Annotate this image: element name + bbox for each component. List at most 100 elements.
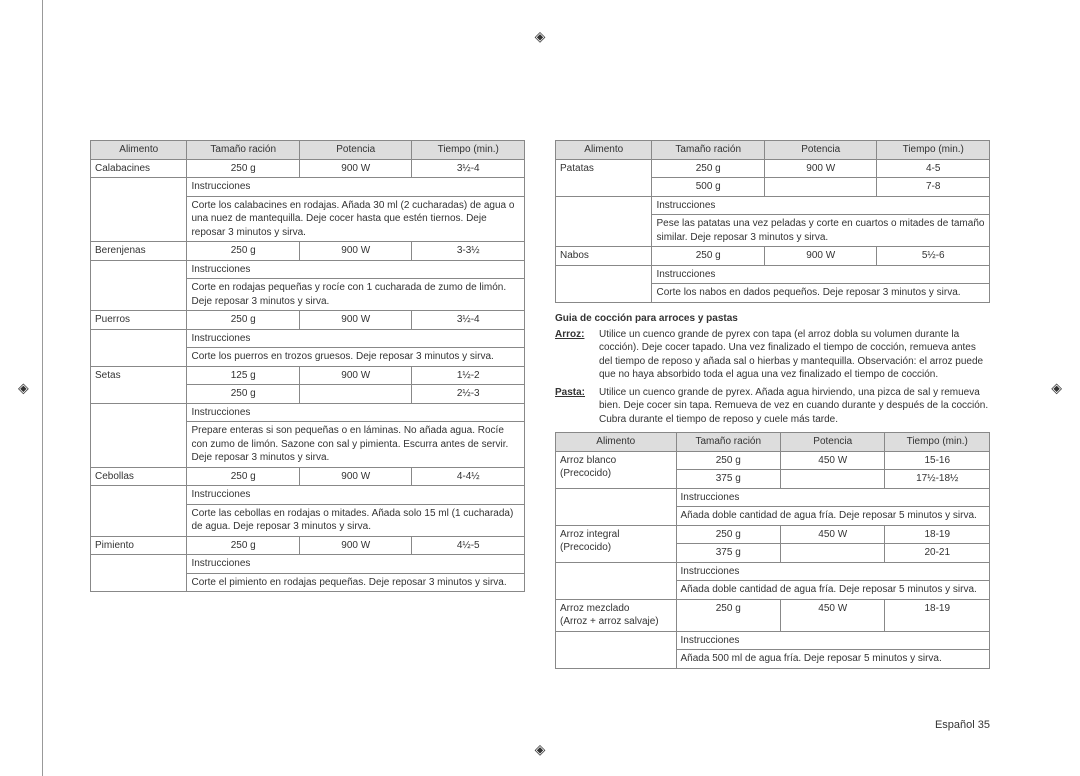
instructions-text: Corte en rodajas pequeñas y rocíe con 1 … — [187, 279, 525, 311]
food-name: Puerros — [91, 311, 187, 330]
instructions-text: Prepare enteras si son pequeñas o en lám… — [187, 422, 525, 468]
right-column: AlimentoTamaño raciónPotenciaTiempo (min… — [555, 140, 990, 669]
power-level: 450 W — [781, 599, 885, 631]
food-name: Arroz integral(Precocido) — [556, 525, 677, 562]
food-name: Berenjenas — [91, 242, 187, 261]
food-name: Calabacines — [91, 159, 187, 178]
guide-arroz-text: Utilice un cuenco grande de pyrex con ta… — [599, 328, 990, 382]
food-blank — [556, 196, 652, 247]
col-header-serving: Tamaño ración — [652, 141, 765, 160]
serving-size: 250 g — [187, 385, 300, 404]
guide-pasta-text: Utilice un cuenco grande de pyrex. Añada… — [599, 386, 990, 427]
food-name: Setas — [91, 366, 187, 403]
instructions-label: Instrucciones — [652, 265, 990, 284]
food-name: Arroz mezclado(Arroz + arroz salvaje) — [556, 599, 677, 631]
food-blank — [556, 488, 677, 525]
food-blank — [91, 486, 187, 537]
veg-table-right-top: AlimentoTamaño raciónPotenciaTiempo (min… — [555, 140, 990, 303]
food-name: Patatas — [556, 159, 652, 196]
registration-mark-top: ◈ — [535, 28, 546, 45]
cook-time: 15-16 — [885, 451, 990, 470]
power-level: 900 W — [764, 159, 877, 178]
food-blank — [556, 631, 677, 668]
food-blank — [91, 403, 187, 467]
guide-pasta: Pasta: Utilice un cuenco grande de pyrex… — [555, 386, 990, 427]
serving-size: 250 g — [652, 247, 765, 266]
power-level: 900 W — [299, 242, 412, 261]
instructions-label: Instrucciones — [187, 403, 525, 422]
col-header-time: Tiempo (min.) — [885, 433, 990, 452]
serving-size: 250 g — [187, 159, 300, 178]
food-name: Pimiento — [91, 536, 187, 555]
instructions-text: Corte los puerros en trozos gruesos. Dej… — [187, 348, 525, 367]
food-blank — [91, 178, 187, 242]
crop-mark-line — [42, 0, 43, 776]
food-blank — [91, 329, 187, 366]
instructions-label: Instrucciones — [676, 631, 989, 650]
power-level: 450 W — [781, 525, 885, 544]
instructions-text: Corte los nabos en dados pequeños. Deje … — [652, 284, 990, 303]
serving-size: 375 g — [676, 544, 780, 563]
instructions-label: Instrucciones — [187, 486, 525, 505]
power-level: 900 W — [299, 536, 412, 555]
serving-size: 250 g — [187, 242, 300, 261]
serving-size: 375 g — [676, 470, 780, 489]
instructions-label: Instrucciones — [187, 260, 525, 279]
instructions-text: Pese las patatas una vez peladas y corte… — [652, 215, 990, 247]
cook-time: 3½-4 — [412, 311, 525, 330]
rice-pasta-table: AlimentoTamaño raciónPotenciaTiempo (min… — [555, 432, 990, 669]
serving-size: 125 g — [187, 366, 300, 385]
col-header-power: Potencia — [299, 141, 412, 160]
col-header-power: Potencia — [764, 141, 877, 160]
cook-time: 3-3½ — [412, 242, 525, 261]
guide-arroz: Arroz: Utilice un cuenco grande de pyrex… — [555, 328, 990, 382]
food-blank — [556, 265, 652, 302]
power-level — [299, 385, 412, 404]
registration-mark-left: ◈ — [18, 380, 29, 397]
instructions-label: Instrucciones — [676, 562, 989, 581]
power-level — [781, 470, 885, 489]
serving-size: 500 g — [652, 178, 765, 197]
power-level: 900 W — [299, 467, 412, 486]
cook-time: 7-8 — [877, 178, 990, 197]
cook-time: 4½-5 — [412, 536, 525, 555]
serving-size: 250 g — [676, 451, 780, 470]
col-header-food: Alimento — [556, 433, 677, 452]
power-level: 900 W — [764, 247, 877, 266]
col-header-serving: Tamaño ración — [676, 433, 780, 452]
page-content: AlimentoTamaño raciónPotenciaTiempo (min… — [0, 0, 1080, 669]
guide-pasta-label: Pasta: — [555, 386, 599, 427]
food-name: Arroz blanco(Precocido) — [556, 451, 677, 488]
cook-time: 17½-18½ — [885, 470, 990, 489]
cook-time: 18-19 — [885, 525, 990, 544]
instructions-label: Instrucciones — [676, 488, 989, 507]
power-level: 900 W — [299, 366, 412, 385]
instructions-label: Instrucciones — [652, 196, 990, 215]
cook-time: 4-4½ — [412, 467, 525, 486]
instructions-text: Añada 500 ml de agua fría. Deje reposar … — [676, 650, 989, 669]
left-column: AlimentoTamaño raciónPotenciaTiempo (min… — [90, 140, 525, 669]
instructions-label: Instrucciones — [187, 178, 525, 197]
instructions-label: Instrucciones — [187, 555, 525, 574]
serving-size: 250 g — [187, 467, 300, 486]
food-blank — [91, 555, 187, 592]
food-blank — [91, 260, 187, 311]
col-header-food: Alimento — [91, 141, 187, 160]
serving-size: 250 g — [652, 159, 765, 178]
serving-size: 250 g — [676, 525, 780, 544]
page-footer: Español 35 — [935, 719, 990, 731]
col-header-time: Tiempo (min.) — [877, 141, 990, 160]
cook-time: 5½-6 — [877, 247, 990, 266]
instructions-text: Corte los calabacines en rodajas. Añada … — [187, 196, 525, 242]
col-header-time: Tiempo (min.) — [412, 141, 525, 160]
serving-size: 250 g — [676, 599, 780, 631]
registration-mark-bottom: ◈ — [535, 741, 546, 758]
col-header-food: Alimento — [556, 141, 652, 160]
food-name: Cebollas — [91, 467, 187, 486]
guide-arroz-label: Arroz: — [555, 328, 599, 382]
power-level: 900 W — [299, 311, 412, 330]
registration-mark-right: ◈ — [1051, 380, 1062, 397]
cook-time: 20-21 — [885, 544, 990, 563]
power-level: 450 W — [781, 451, 885, 470]
guide-title: Guia de cocción para arroces y pastas — [555, 313, 990, 324]
